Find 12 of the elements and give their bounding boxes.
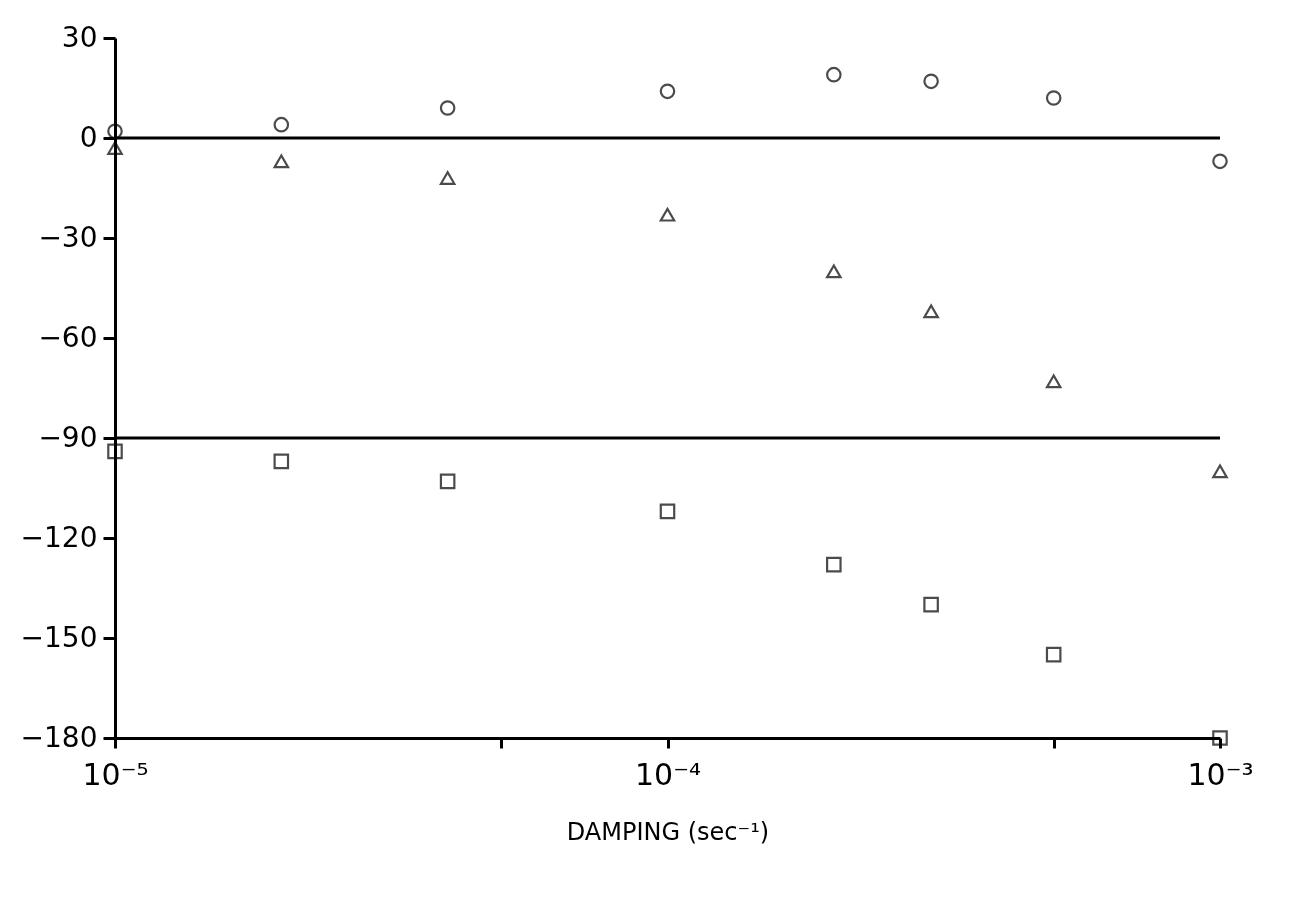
- y-tick-label: −60: [38, 320, 98, 354]
- y-tick-label: −90: [38, 420, 98, 454]
- x-tick-label: 10⁻⁴: [634, 756, 702, 792]
- y-tick-label: 0: [79, 120, 98, 154]
- x-tick-label: 10⁻³: [1187, 756, 1254, 792]
- y-tick-label: −180: [20, 720, 98, 754]
- y-tick-label: −150: [20, 620, 98, 654]
- x-tick-label: 10⁻⁵: [82, 756, 149, 792]
- y-tick-label: −30: [38, 220, 98, 254]
- y-tick-label: −120: [20, 520, 98, 554]
- y-tick-label: 30: [61, 20, 98, 54]
- x-axis-title: DAMPING (sec⁻¹): [566, 817, 770, 846]
